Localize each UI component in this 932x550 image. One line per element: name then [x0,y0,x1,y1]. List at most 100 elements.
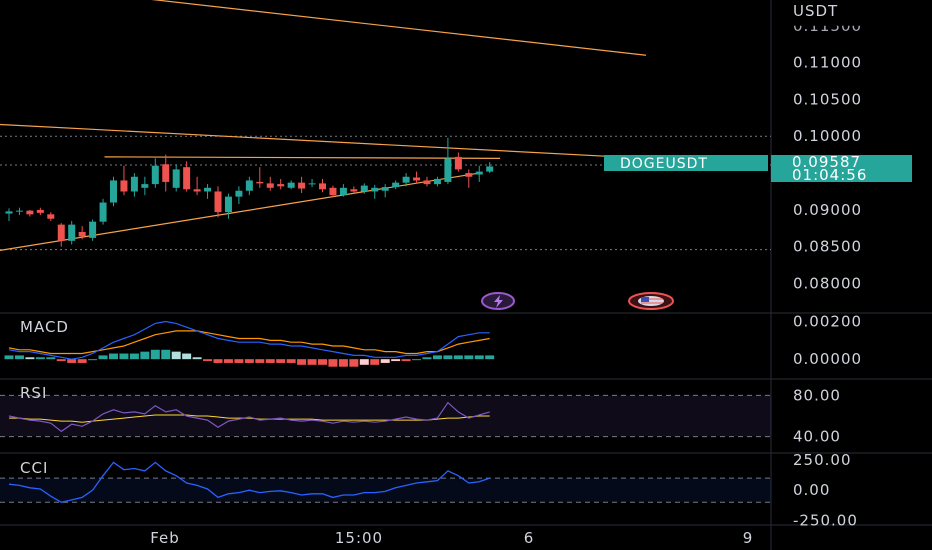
macd-tick-label: 0.00200 [793,313,862,331]
candle[interactable] [224,193,232,219]
candle[interactable] [245,176,253,196]
candle-body [444,158,452,182]
macd-histogram-bar [349,359,359,367]
candle[interactable] [319,178,326,193]
last-price-tag[interactable] [771,155,912,182]
candle[interactable] [172,164,180,192]
candle-body [308,183,316,185]
macd-histogram-bar [370,359,380,365]
candle[interactable] [26,209,34,217]
candle-body [78,231,86,237]
candle[interactable] [99,198,107,225]
candle-body [381,187,389,191]
rsi-line[interactable] [8,401,490,433]
us-flag-icon[interactable] [628,292,674,310]
symbol-tag[interactable] [604,155,768,171]
candle[interactable] [193,176,201,196]
candle[interactable] [214,186,222,218]
candle[interactable] [47,212,55,221]
candle[interactable] [141,176,149,196]
macd-histogram-bar [359,359,369,365]
time-axis[interactable]: Feb 15:00 6 9 [150,529,753,547]
candle[interactable] [151,158,159,188]
macd-line[interactable] [8,320,490,360]
rsi-ma-line[interactable] [9,414,490,423]
candle[interactable] [433,176,441,187]
candle[interactable] [298,176,306,193]
price-axis[interactable]: 0.115000.110000.105000.100000.090000.085… [793,17,862,530]
candle[interactable] [423,176,431,187]
cci-label[interactable]: CCI [20,459,48,477]
candle[interactable] [266,176,274,191]
candle-body [402,176,410,183]
macd-label[interactable]: MACD [20,318,69,336]
macd-histogram-bar [46,357,56,360]
candle[interactable] [371,184,379,199]
candle[interactable] [15,207,23,216]
candle[interactable] [130,173,138,197]
candle[interactable] [183,161,191,192]
candle-body [454,156,462,170]
candle[interactable] [413,171,421,184]
trendline-upper-descending[interactable] [0,0,647,56]
trendline-triangle-top[interactable] [0,123,647,159]
candle[interactable] [120,165,128,196]
candle[interactable] [162,154,170,192]
candle[interactable] [235,186,243,205]
macd-histogram-bar [223,359,233,363]
macd-histogram-bar [286,359,296,363]
macd-histogram-bar [56,359,66,362]
candle-body [329,187,337,196]
candle-body [423,180,431,185]
candle[interactable] [287,180,295,190]
candle[interactable] [350,186,358,194]
rsi-pane[interactable] [0,394,771,438]
rsi-label[interactable]: RSI [20,384,47,402]
rsi-band [0,395,771,437]
candle[interactable] [36,207,44,216]
candlestick-series[interactable] [5,137,494,247]
cci-tick-label: 250.00 [793,451,852,469]
candle[interactable] [329,185,337,198]
candle[interactable] [339,184,347,197]
macd-pane[interactable] [4,320,495,367]
candle-body [486,166,494,172]
trendline-horizontal-resistance[interactable] [104,156,501,159]
macd-signal-line[interactable] [8,330,490,355]
candle[interactable] [256,167,264,188]
macd-histogram-bar [182,353,192,360]
candle[interactable] [204,184,212,199]
candle[interactable] [392,180,400,190]
macd-histogram-bar [203,359,213,362]
time-tick-label: Feb [150,529,180,547]
candle-body [5,211,13,214]
candle[interactable] [402,173,410,187]
candle-body [204,187,212,192]
candle-body [392,182,400,188]
candle[interactable] [5,208,13,221]
trendline-triangle-bottom[interactable] [0,172,480,251]
candle[interactable] [277,178,285,190]
candle[interactable] [475,165,483,182]
cci-line[interactable] [8,461,490,503]
candle[interactable] [381,184,389,198]
candle[interactable] [68,220,76,245]
cci-pane[interactable] [0,461,771,503]
macd-histogram-bar [328,359,338,367]
candle[interactable] [465,169,473,188]
candle[interactable] [89,219,97,241]
candle-body [465,173,473,177]
lightning-icon[interactable] [481,292,515,310]
macd-histogram-bar [443,355,453,360]
candle[interactable] [454,152,462,172]
candle[interactable] [308,178,316,188]
candle[interactable] [78,226,86,240]
candle[interactable] [444,137,452,185]
candle[interactable] [57,223,65,247]
candle[interactable] [360,183,368,194]
trendlines[interactable] [0,0,647,251]
candle[interactable] [110,176,117,207]
macd-histogram-bar [255,359,265,363]
candle[interactable] [486,162,494,174]
